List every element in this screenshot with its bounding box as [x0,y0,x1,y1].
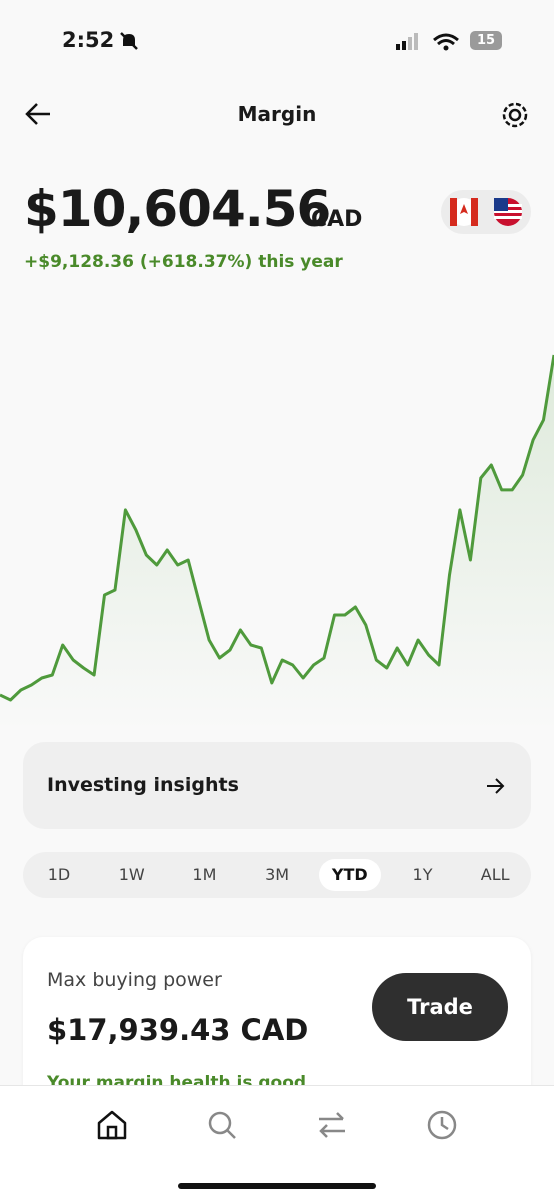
back-button[interactable] [24,100,54,128]
arrow-icon [487,778,505,794]
period-tab[interactable]: 1M [192,865,217,884]
silent-icon [120,32,138,50]
buying-power-amount: $17,939.43 CAD [47,1013,309,1047]
period-tab[interactable]: 1D [47,865,71,884]
balance-change: +$9,128.36 (+618.37%) this year [24,252,343,272]
nav-transfer[interactable] [315,1108,349,1142]
buying-power-label: Max buying power [47,969,222,991]
insights-card[interactable]: Investing insights [23,742,531,829]
insights-label: Investing insights [47,774,239,796]
chart-line [0,354,554,702]
period-tab[interactable]: 3M [265,865,290,884]
currency-toggle[interactable] [441,190,531,234]
balance-currency: CAD [311,207,363,232]
period-tab[interactable]: 1Y [412,865,433,884]
signal-wifi [396,33,459,51]
chart-area [0,355,554,730]
period-tab[interactable]: 1W [118,865,145,884]
nav-search[interactable] [205,1108,239,1142]
period-tabs: 1D 1W 1M 3M YTD 1Y ALL [23,852,531,898]
flag-icons [450,198,522,226]
battery: 15 [470,31,502,50]
chart [0,354,554,730]
trade-button[interactable]: Trade [372,973,508,1041]
settings-button[interactable] [498,98,532,132]
period-tab[interactable]: YTD [318,859,381,891]
page-title: Margin [237,102,317,126]
home-indicator [178,1183,376,1189]
bottom-nav [0,1085,554,1201]
balance-amount: $10,604.56 [24,180,331,238]
nav-home[interactable] [95,1108,129,1142]
nav-activity[interactable] [425,1108,459,1142]
status-time: 2:52 [62,28,115,52]
period-tab[interactable]: ALL [480,865,510,884]
